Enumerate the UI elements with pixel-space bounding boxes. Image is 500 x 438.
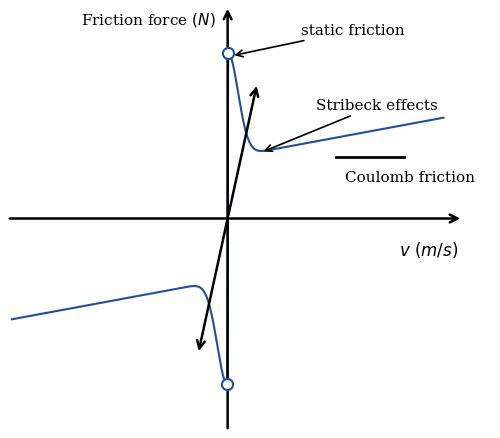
Text: Friction force $(N)$: Friction force $(N)$ <box>81 11 216 29</box>
Text: $v\ (m/s)$: $v\ (m/s)$ <box>399 239 458 259</box>
Text: static friction: static friction <box>236 24 405 58</box>
Text: Stribeck effects: Stribeck effects <box>266 99 438 152</box>
Text: Coulomb friction: Coulomb friction <box>346 170 476 184</box>
